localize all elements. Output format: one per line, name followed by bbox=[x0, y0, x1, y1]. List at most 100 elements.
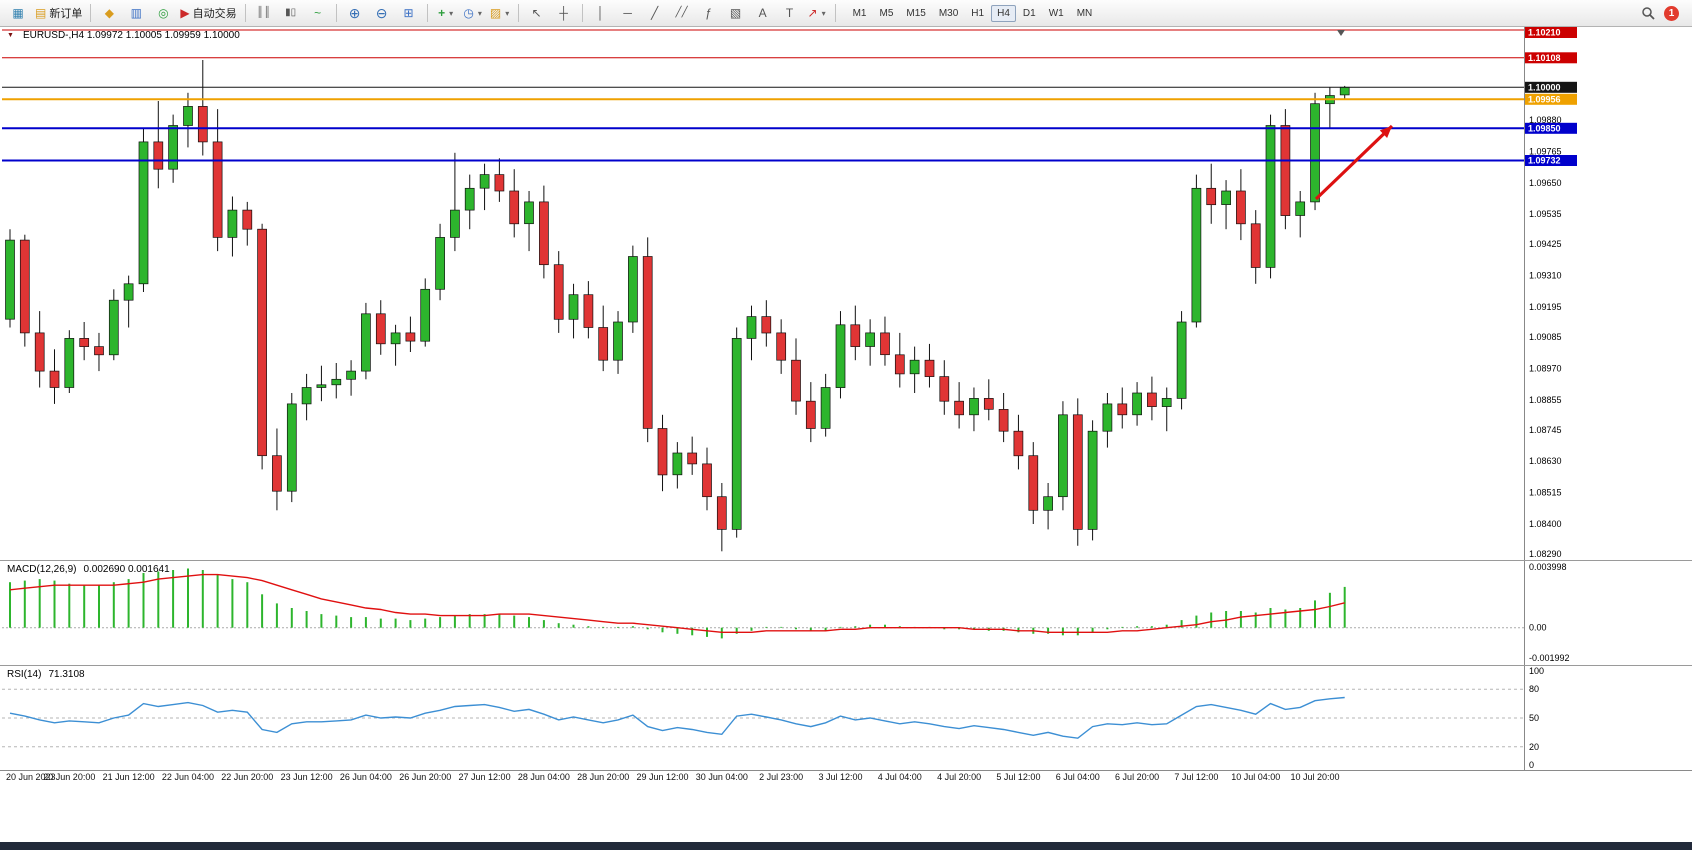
timeframe-button-m15[interactable]: M15 bbox=[906, 7, 926, 19]
candle bbox=[331, 363, 342, 399]
crosshair-button[interactable]: ┼ bbox=[551, 3, 577, 23]
bar-chart-icon: ║║ bbox=[256, 7, 271, 18]
vertical-line-tool-button[interactable]: │ bbox=[588, 3, 614, 23]
navigator-button[interactable]: ◎ bbox=[150, 3, 176, 23]
chart-shift-marker bbox=[1337, 30, 1345, 36]
rsi-canvas[interactable]: 100 80 50 20 0 bbox=[0, 666, 1692, 770]
rsi-panel: 100 80 50 20 0 RSI(14) 71.3108 bbox=[0, 665, 1692, 770]
tile-windows-icon: ⊞ bbox=[403, 6, 414, 20]
timeframe-button-h4[interactable]: H4 bbox=[991, 4, 1016, 22]
crosshair-icon: ┼ bbox=[559, 6, 568, 20]
svg-text:1.09956: 1.09956 bbox=[1528, 95, 1561, 105]
trendline-icon: ╱ bbox=[650, 6, 659, 20]
text-label-tool-button[interactable]: T bbox=[777, 3, 803, 23]
search-icon bbox=[1642, 7, 1655, 20]
zoom-in-button[interactable]: ⊕ bbox=[342, 3, 368, 23]
notification-badge[interactable]: 1 bbox=[1664, 5, 1679, 21]
candle bbox=[301, 373, 312, 421]
timeframe-button-w1[interactable]: W1 bbox=[1048, 7, 1064, 19]
time-axis-label: 10 Jul 20:00 bbox=[1290, 772, 1340, 782]
candle bbox=[108, 289, 119, 361]
horizontal-levels: 1.10210 1.10108 1.10000 1.09956 1.09850 1.097… bbox=[2, 27, 1577, 166]
channel-tool-button[interactable]: ╱╱ bbox=[669, 3, 695, 23]
toolbar-separator bbox=[244, 4, 246, 22]
time-axis[interactable]: 20 Jun 2023 20 Jun 20:00 21 Jun 12:00 22 Ju… bbox=[0, 770, 1692, 785]
data-window-button[interactable]: ▥ bbox=[123, 3, 149, 23]
market-watch-button[interactable]: ◆ bbox=[96, 3, 122, 23]
candle bbox=[197, 60, 208, 156]
periods-button[interactable]: ◷ ▾ bbox=[460, 3, 486, 23]
timeframe-button-m5[interactable]: M5 bbox=[879, 7, 894, 19]
candle bbox=[420, 278, 431, 347]
line-chart-button[interactable]: ~ bbox=[305, 3, 331, 23]
candle bbox=[346, 360, 356, 396]
time-axis-label: 20 Jun 20:00 bbox=[43, 772, 96, 782]
timeframe-button-m30[interactable]: M30 bbox=[938, 7, 959, 19]
candle bbox=[168, 114, 178, 183]
price-chart-panel: 1.10210 1.10108 1.10000 1.09956 1.09850 1.097… bbox=[0, 27, 1692, 560]
candle bbox=[983, 379, 994, 421]
time-axis-label: 7 Jul 12:00 bbox=[1174, 772, 1219, 782]
candle bbox=[716, 483, 727, 552]
timeframe-button-d1[interactable]: D1 bbox=[1022, 7, 1036, 19]
candlestick-chart-icon: ▮▯ bbox=[285, 7, 297, 18]
zoom-in-icon: ⊕ bbox=[348, 5, 361, 21]
price-chart-canvas[interactable]: 1.10210 1.10108 1.10000 1.09956 1.09850 1.097… bbox=[0, 27, 1692, 560]
candle bbox=[1161, 387, 1172, 432]
new-order-button[interactable]: ▤ 新订单 bbox=[32, 3, 85, 23]
candle bbox=[19, 234, 30, 347]
candle bbox=[375, 300, 386, 355]
templates-button[interactable]: ▨ ▾ bbox=[487, 3, 513, 23]
bar-chart-button[interactable]: ║║ bbox=[251, 3, 277, 23]
candle bbox=[361, 302, 371, 380]
macd-signal-line bbox=[9, 573, 1345, 634]
autotrading-icon: ▶ bbox=[180, 6, 190, 20]
autotrading-button[interactable]: ▶ 自动交易 bbox=[177, 3, 239, 23]
arrows-tool-button[interactable]: ↗ ▾ bbox=[804, 3, 830, 23]
fibonacci-tool-button[interactable]: ƒ bbox=[696, 3, 722, 23]
candle bbox=[805, 382, 816, 443]
price-tick: 1.08745 bbox=[1529, 425, 1562, 435]
candle bbox=[1236, 169, 1246, 241]
time-axis-label: 20 Jun 2023 bbox=[6, 772, 56, 782]
macd-tick: 0.00 bbox=[1529, 623, 1547, 633]
candle bbox=[1087, 420, 1098, 541]
text-tool-button[interactable]: A bbox=[750, 3, 776, 23]
timeframe-button-mn[interactable]: MN bbox=[1076, 7, 1093, 19]
horizontal-line-tool-button[interactable]: ─ bbox=[615, 3, 641, 23]
cursor-button[interactable]: ↖ bbox=[524, 3, 550, 23]
channel-icon: ╱╱ bbox=[675, 7, 688, 18]
trend-arrow[interactable] bbox=[1314, 124, 1394, 201]
tile-windows-button[interactable]: ⊞ bbox=[396, 3, 422, 23]
candle bbox=[850, 305, 861, 361]
macd-histogram bbox=[9, 568, 1346, 639]
new-chart-button[interactable]: ▦ bbox=[5, 3, 31, 23]
toolbar-separator bbox=[90, 4, 92, 22]
macd-canvas[interactable]: 0.003998 0.00 -0.001992 bbox=[0, 561, 1692, 665]
price-tick: 1.08400 bbox=[1529, 519, 1562, 529]
trendline-tool-button[interactable]: ╱ bbox=[642, 3, 668, 23]
timeframe-button-h1[interactable]: H1 bbox=[971, 7, 985, 19]
search-button[interactable] bbox=[1635, 3, 1661, 23]
candle bbox=[94, 332, 104, 372]
candle bbox=[657, 414, 668, 492]
shapes-icon: ▧ bbox=[729, 6, 742, 20]
timeframe-button-m1[interactable]: M1 bbox=[852, 7, 867, 19]
candle bbox=[731, 327, 742, 538]
indicators-button[interactable]: + ▾ bbox=[433, 3, 459, 23]
time-axis-label: 28 Jun 20:00 bbox=[577, 772, 630, 782]
candle bbox=[450, 152, 460, 252]
text-label-icon: T bbox=[785, 6, 794, 20]
price-tick: 1.09085 bbox=[1529, 332, 1562, 342]
candlestick-chart-button[interactable]: ▮▯ bbox=[278, 3, 304, 23]
candle bbox=[1058, 401, 1068, 511]
candle bbox=[1028, 442, 1039, 524]
price-tick: 1.08970 bbox=[1529, 363, 1562, 373]
zoom-out-button[interactable]: ⊖ bbox=[369, 3, 395, 23]
candle bbox=[880, 316, 890, 366]
price-tick: 1.09880 bbox=[1529, 115, 1562, 125]
price-axis-ticks: 1.09880 1.09765 1.09650 1.09535 1.09425 1.093… bbox=[1529, 115, 1562, 559]
candle bbox=[998, 393, 1009, 443]
toolbar-separator bbox=[335, 4, 337, 22]
shapes-tool-button[interactable]: ▧ bbox=[723, 3, 749, 23]
